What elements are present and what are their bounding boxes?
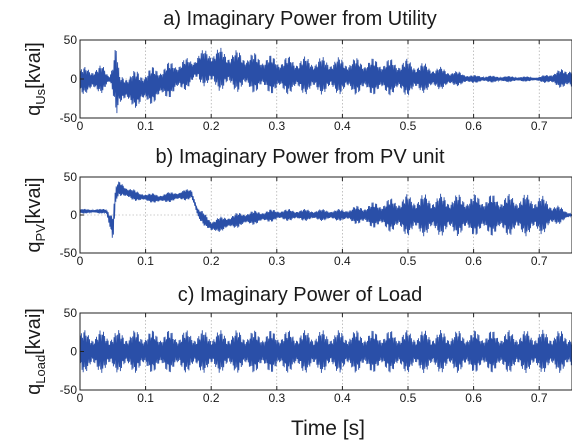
x-tick-label: 0.1 [137, 391, 154, 405]
y-tick-label: 0 [70, 345, 77, 359]
y-tick-label: 50 [64, 33, 78, 47]
x-tick-label: 0.4 [334, 391, 351, 405]
y-axis-label: qLoad[kvai] [23, 308, 48, 395]
y-tick-label: -50 [60, 111, 78, 125]
x-tick-label: 0.1 [137, 119, 154, 133]
series-line [80, 48, 572, 113]
x-tick-label: 0.7 [531, 391, 548, 405]
x-tick-label: 0.3 [268, 391, 285, 405]
y-tick-label: -50 [60, 246, 78, 260]
x-tick-label: 0.1 [137, 254, 154, 268]
panel-title: a) Imaginary Power from Utility [163, 8, 436, 30]
x-tick-label: 0 [77, 254, 84, 268]
x-tick-label: 0 [77, 119, 84, 133]
panel-title: c) Imaginary Power of Load [178, 284, 423, 306]
y-tick-label: 0 [70, 72, 77, 86]
x-tick-label: 0 [77, 391, 84, 405]
x-tick-label: 0.4 [334, 119, 351, 133]
x-tick-label: 0.7 [531, 119, 548, 133]
x-tick-label: 0.6 [465, 391, 482, 405]
x-tick-label: 0.7 [531, 254, 548, 268]
x-tick-label: 0.4 [334, 254, 351, 268]
y-axis-label: qUs[kvai] [23, 42, 48, 116]
series-line [80, 330, 572, 373]
x-tick-label: 0.5 [400, 391, 417, 405]
y-tick-label: 0 [70, 208, 77, 222]
panel-title: b) Imaginary Power from PV unit [156, 146, 445, 168]
y-tick-label: -50 [60, 383, 78, 397]
x-tick-label: 0.2 [203, 391, 220, 405]
y-axis-label: qPV[kvai] [23, 177, 48, 252]
y-tick-label: 50 [64, 306, 78, 320]
series-line [80, 182, 572, 238]
x-tick-label: 0.3 [268, 254, 285, 268]
x-tick-label: 0.5 [400, 119, 417, 133]
x-tick-label: 0.2 [203, 254, 220, 268]
y-tick-label: 50 [64, 170, 78, 184]
x-axis-label: Time [s] [291, 417, 365, 440]
x-tick-label: 0.3 [268, 119, 285, 133]
x-tick-label: 0.5 [400, 254, 417, 268]
x-tick-label: 0.6 [465, 254, 482, 268]
x-tick-label: 0.6 [465, 119, 482, 133]
x-tick-label: 0.2 [203, 119, 220, 133]
